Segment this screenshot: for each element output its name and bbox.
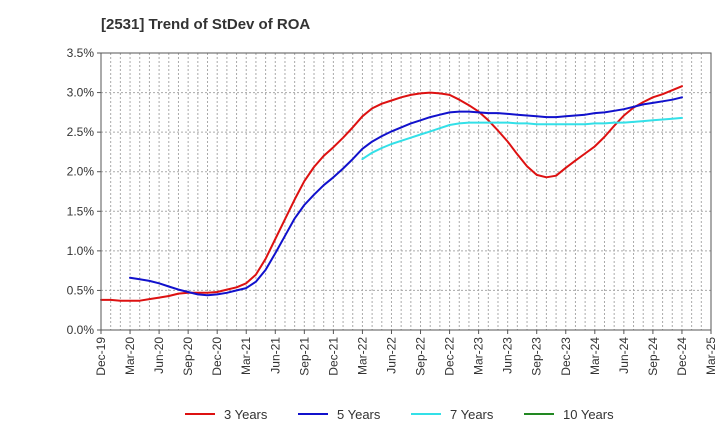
y-tick-label: 1.0% bbox=[67, 244, 95, 258]
x-tick-label: Jun-22 bbox=[384, 337, 398, 374]
plot-frame bbox=[100, 52, 712, 331]
chart-title: [2531] Trend of StDev of ROA bbox=[101, 16, 311, 33]
x-tick-label: Dec-20 bbox=[210, 337, 224, 376]
y-axis-ticks: 0.0% 0.5% 1.0% 1.5% 2.0% 2.5% 3.0% 3.5% bbox=[67, 46, 101, 337]
plot-area bbox=[101, 53, 711, 330]
x-tick-label: Dec-22 bbox=[443, 337, 457, 376]
x-tick-label: Jun-20 bbox=[152, 337, 166, 374]
x-tick-label: Mar-20 bbox=[123, 337, 137, 375]
x-tick-label: Sep-23 bbox=[530, 337, 544, 376]
legend-label: 3 Years bbox=[224, 407, 268, 422]
x-tick-label: Sep-20 bbox=[181, 337, 195, 376]
x-tick-label: Sep-22 bbox=[414, 337, 428, 376]
y-tick-label: 0.0% bbox=[67, 323, 95, 337]
x-tick-label: Mar-22 bbox=[355, 337, 369, 375]
legend-label: 10 Years bbox=[563, 407, 614, 422]
legend: 3 Years 5 Years 7 Years 10 Years bbox=[185, 407, 614, 422]
y-tick-label: 2.5% bbox=[67, 125, 95, 139]
y-tick-label: 3.5% bbox=[67, 46, 95, 60]
legend-label: 5 Years bbox=[337, 407, 381, 422]
series-line-7-years bbox=[361, 116, 683, 161]
y-tick-label: 0.5% bbox=[67, 283, 95, 297]
x-tick-label: Dec-21 bbox=[326, 337, 340, 376]
x-tick-label: Mar-21 bbox=[239, 337, 253, 375]
x-tick-label: Jun-24 bbox=[617, 337, 631, 374]
series-layer bbox=[100, 85, 683, 302]
x-tick-label: Mar-24 bbox=[588, 337, 602, 375]
series-line-3-years bbox=[100, 85, 683, 302]
y-tick-label: 2.0% bbox=[67, 165, 95, 179]
x-tick-label: Dec-24 bbox=[675, 337, 689, 376]
x-tick-label: Sep-24 bbox=[646, 337, 660, 376]
x-tick-label: Mar-23 bbox=[472, 337, 486, 375]
x-tick-label: Sep-21 bbox=[297, 337, 311, 376]
series-line-5-years bbox=[129, 96, 683, 297]
y-tick-label: 1.5% bbox=[67, 204, 95, 218]
x-tick-label: Mar-25 bbox=[704, 337, 718, 375]
x-tick-label: Jun-23 bbox=[501, 337, 515, 374]
x-tick-label: Dec-19 bbox=[94, 337, 108, 376]
x-tick-label: Jun-21 bbox=[268, 337, 282, 374]
x-axis-ticks: Dec-19 Mar-20 Jun-20 Sep-20 Dec-20 Mar-21 Jun-… bbox=[94, 330, 718, 376]
x-tick-label: Dec-23 bbox=[559, 337, 573, 376]
y-tick-label: 3.0% bbox=[67, 86, 95, 100]
legend-label: 7 Years bbox=[450, 407, 494, 422]
